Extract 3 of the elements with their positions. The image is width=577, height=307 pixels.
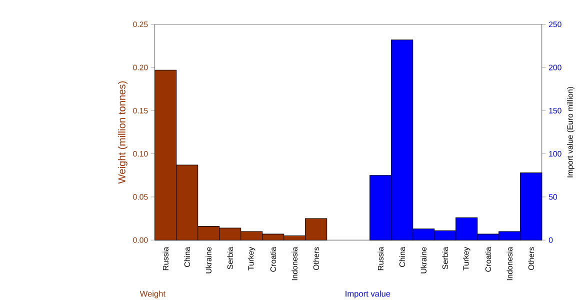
text: Weight bbox=[140, 290, 166, 298]
text: Import value bbox=[346, 290, 390, 298]
y-axis-title: Weight (million tonnes) bbox=[118, 81, 128, 184]
